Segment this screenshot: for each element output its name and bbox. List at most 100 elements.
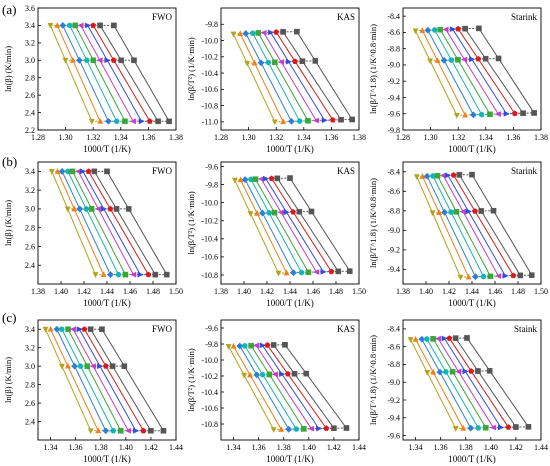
data-point [478, 111, 485, 118]
data-point [74, 168, 82, 175]
data-point [278, 425, 285, 432]
data-point [469, 56, 476, 63]
data-point [449, 368, 456, 375]
x-tick-label: 1.40 [237, 287, 251, 296]
y-tick-label: 3.0 [25, 205, 35, 214]
data-point [424, 370, 431, 376]
fit-line [426, 338, 479, 429]
data-point [77, 363, 84, 369]
fit-line [261, 345, 320, 429]
y-axis-label: ln(β) (K/min) [3, 357, 13, 403]
data-point [457, 274, 464, 281]
data-point [92, 272, 99, 279]
y-tick-label: -8.6 [387, 28, 400, 37]
x-tick-label: 1.36 [434, 443, 448, 452]
data-point [294, 28, 300, 35]
y-tick-label: -8.8 [387, 207, 400, 216]
y-axis-label: ln(β) (K/min) [3, 46, 13, 92]
chart-a-kas: 1.28 1.30 1.32 1.34 1.36 1.38 -11.0 -10.8 -10.6 -… [186, 7, 366, 154]
data-point [449, 26, 457, 33]
chart-title: Starink [511, 166, 537, 176]
data-point [296, 118, 303, 124]
data-point [412, 28, 419, 35]
data-point [482, 55, 489, 62]
data-point [85, 168, 92, 174]
data-point [308, 208, 315, 215]
data-point [89, 363, 97, 370]
fit-line [50, 329, 99, 431]
data-point [469, 111, 477, 119]
data-point [137, 271, 144, 278]
x-tick-label: 1.30 [59, 133, 73, 142]
data-point [525, 424, 532, 430]
x-tick-label: 1.34 [114, 133, 128, 142]
y-tick-label: -10.8 [201, 271, 218, 280]
data-point [259, 342, 266, 349]
fit-line [87, 25, 142, 122]
data-point [441, 335, 448, 342]
y-tick-label: -9.0 [387, 226, 400, 235]
x-axis-label: 1000/T (1/K) [448, 298, 496, 308]
data-point [282, 342, 288, 348]
y-tick-label: -9.0 [387, 61, 400, 70]
x-tick-label: 1.36 [141, 133, 155, 142]
fit-line [265, 178, 324, 273]
data-point [242, 30, 250, 37]
data-point [148, 427, 154, 434]
data-point [277, 209, 284, 216]
x-tick-label: 1.46 [123, 287, 137, 296]
data-point [430, 368, 437, 375]
x-tick-label: 1.46 [306, 287, 320, 296]
data-point [252, 342, 259, 349]
y-tick-label: 2.4 [25, 108, 35, 117]
data-point [113, 206, 120, 212]
x-tick-label: 1.34 [409, 443, 423, 452]
data-point [460, 56, 468, 63]
data-point [129, 271, 137, 278]
data-point [419, 27, 426, 33]
x-tick-label: 1.48 [329, 287, 343, 296]
chart-c-stаink: 1.34 1.36 1.38 1.40 1.42 1.44 -9.6 -9.4 -9.2 -9.0… [368, 319, 548, 464]
data-point [469, 171, 475, 178]
data-point [307, 425, 315, 432]
data-point [253, 371, 261, 379]
y-tick-label: -8.8 [387, 44, 400, 53]
x-tick-label: 1.44 [283, 287, 297, 296]
y-tick-label: 3.4 [25, 325, 35, 334]
data-point [259, 371, 266, 378]
x-tick-label: 1.38 [459, 443, 473, 452]
data-point [231, 177, 238, 184]
x-tick-label: 1.36 [506, 133, 520, 142]
x-tick-label: 1.40 [54, 287, 68, 296]
data-point [97, 22, 103, 29]
data-point [257, 59, 265, 67]
data-point [487, 273, 494, 280]
data-point [434, 335, 441, 342]
data-point [69, 56, 76, 63]
data-point [47, 23, 54, 29]
y-tick-label: -10.2 [201, 372, 218, 381]
data-point [152, 271, 159, 278]
y-tick-label: -10.4 [201, 235, 218, 244]
data-point [445, 172, 452, 179]
data-point [76, 205, 84, 213]
y-tick-label: -8.6 [387, 187, 400, 196]
fit-line [244, 345, 297, 430]
data-point [436, 209, 442, 215]
data-point [53, 325, 61, 333]
data-point [76, 326, 83, 333]
x-tick-label: 1.34 [44, 443, 58, 452]
y-tick-label: 3.0 [25, 362, 35, 371]
x-tick-label: 1.32 [86, 133, 100, 142]
fit-line [67, 171, 119, 275]
x-axis-label: 1000/T (1/K) [266, 298, 314, 308]
data-point [121, 363, 128, 369]
data-point [279, 371, 286, 378]
x-tick-label: 1.42 [327, 443, 341, 452]
data-point [64, 362, 71, 369]
data-point [289, 269, 297, 277]
y-tick-label: -9.8 [205, 20, 218, 29]
x-tick-label: 1.38 [534, 133, 548, 142]
data-point [301, 426, 307, 432]
fit-line [99, 25, 159, 122]
